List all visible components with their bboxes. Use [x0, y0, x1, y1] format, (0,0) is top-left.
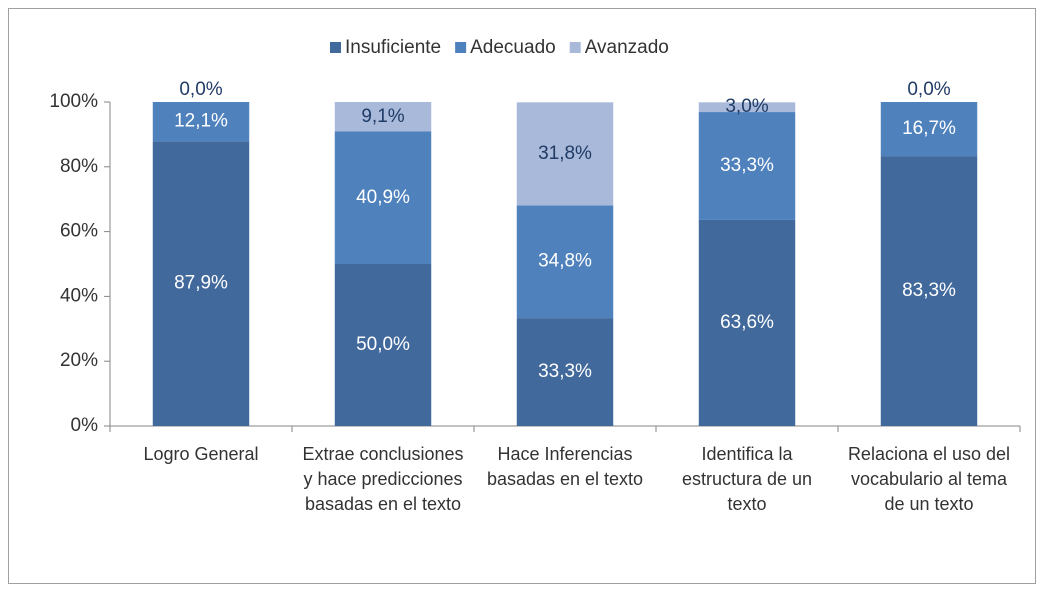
data-label: 33,3% — [538, 361, 592, 382]
legend-swatch — [330, 42, 341, 53]
x-tick-label: Hace Inferencias basadas en el texto — [486, 444, 644, 489]
bar-segment — [516, 102, 614, 206]
data-label: 16,7% — [902, 118, 956, 139]
data-label: 31,8% — [538, 143, 592, 164]
data-label: 12,1% — [174, 111, 228, 132]
legend-label: Adecuado — [470, 37, 556, 58]
bar-segment — [516, 205, 614, 319]
data-label: 40,9% — [356, 187, 410, 208]
data-label: 63,6% — [720, 312, 774, 333]
data-label: 9,1% — [361, 106, 404, 127]
bar-segment — [152, 102, 250, 142]
bar-segment — [152, 141, 250, 427]
bar-segment — [880, 102, 978, 157]
chart-frame — [8, 8, 1036, 584]
bar-segment — [334, 264, 432, 426]
bar-segment — [334, 102, 432, 132]
bar-segment — [516, 318, 614, 426]
bar-segment — [698, 219, 796, 426]
bar-segment — [698, 102, 796, 113]
bar-segment — [334, 131, 432, 264]
bar-segment — [698, 112, 796, 220]
y-tick-label: 0% — [71, 415, 99, 436]
data-label: 34,8% — [538, 251, 592, 272]
data-label: 83,3% — [902, 280, 956, 301]
y-tick-label: 80% — [60, 156, 98, 177]
x-tick-label: Identifica la estructura de un texto — [681, 444, 813, 514]
y-tick-label: 20% — [60, 350, 98, 371]
data-label: 33,3% — [720, 155, 774, 176]
y-tick-label: 100% — [49, 91, 98, 112]
data-label: 87,9% — [174, 273, 228, 294]
data-label: 50,0% — [356, 334, 410, 355]
legend-swatch — [569, 42, 581, 53]
legend-swatch — [455, 42, 467, 53]
x-tick-label: Extrae conclusiones y hace predicciones … — [302, 444, 464, 514]
legend-label: Insuficiente — [345, 37, 441, 58]
y-tick-label: 40% — [60, 285, 98, 306]
data-label: 3,0% — [725, 96, 768, 117]
legend-label: Avanzado — [585, 37, 669, 58]
data-label: 0,0% — [179, 79, 222, 100]
y-tick-label: 60% — [60, 221, 98, 242]
bar-segment — [880, 156, 978, 426]
x-tick-label: Relaciona el uso del vocabulario al tema… — [847, 444, 1011, 514]
x-tick-label: Logro General — [143, 444, 259, 464]
data-label: 0,0% — [907, 79, 950, 100]
